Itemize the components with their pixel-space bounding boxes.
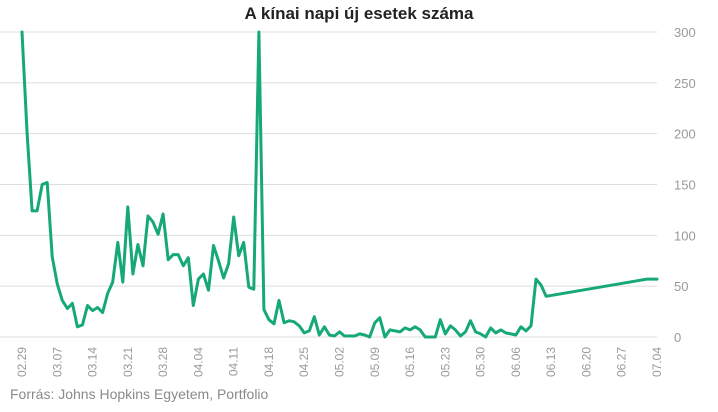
x-tick-label: 04.18 [262,347,276,377]
x-tick-label: 05.30 [474,347,488,377]
x-tick-label: 03.21 [121,347,135,377]
y-tick-label: 50 [674,279,688,294]
source-note: Forrás: Johns Hopkins Egyetem, Portfolio [10,386,269,402]
x-tick-label: 05.09 [368,347,382,377]
y-tick-label: 100 [674,228,696,243]
y-tick-label: 300 [674,25,696,40]
x-tick-label: 04.11 [227,347,241,376]
y-tick-label: 150 [674,178,696,193]
y-tick-label: 250 [674,76,696,91]
y-axis-ticks: 0 50 100 150 200 250 300 [674,25,696,345]
grid-lines [0,31,657,338]
x-tick-label: 05.16 [403,347,417,377]
x-tick-label: 03.07 [50,347,64,377]
x-tick-label: 07.04 [650,347,664,377]
x-tick-label: 05.02 [333,347,347,377]
y-tick-label: 200 [674,127,696,142]
x-tick-label: 03.14 [86,347,100,377]
x-tick-label: 03.28 [156,347,170,377]
chart-title: A kínai napi új esetek száma [244,4,474,23]
x-tick-label: 06.13 [544,347,558,377]
y-tick-label: 0 [674,330,681,345]
x-axis-ticks: 02.29 03.07 03.14 03.21 03.28 04.04 04.11 04.18… [15,347,664,377]
x-tick-label: 06.20 [579,347,593,377]
x-tick-label: 06.27 [615,347,629,377]
x-tick-label: 04.04 [191,347,205,377]
series-layer [20,30,659,339]
x-tick-label: 06.06 [509,347,523,377]
x-tick-label: 04.25 [297,347,311,377]
x-tick-label: 02.29 [15,347,29,377]
series-line [20,30,659,339]
x-tick-label: 05.23 [438,347,452,377]
